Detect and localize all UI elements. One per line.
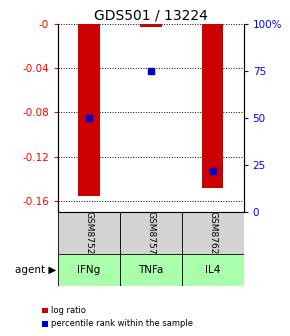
Bar — [202, 24, 224, 188]
Point — [87, 115, 91, 121]
Text: IL4: IL4 — [205, 265, 220, 275]
Bar — [58, 254, 120, 286]
Bar — [78, 24, 100, 196]
Bar — [58, 212, 120, 254]
Text: IFNg: IFNg — [77, 265, 101, 275]
Point — [148, 69, 153, 74]
Title: GDS501 / 13224: GDS501 / 13224 — [94, 8, 208, 23]
Bar — [140, 24, 162, 27]
Text: TNFa: TNFa — [138, 265, 164, 275]
Text: GSM8757: GSM8757 — [146, 211, 155, 255]
Bar — [120, 212, 182, 254]
Legend: log ratio, percentile rank within the sample: log ratio, percentile rank within the sa… — [39, 303, 197, 332]
Bar — [182, 254, 244, 286]
Bar — [182, 212, 244, 254]
Text: GSM8752: GSM8752 — [84, 211, 93, 255]
Bar — [120, 254, 182, 286]
Point — [210, 168, 215, 174]
Text: GSM8762: GSM8762 — [208, 211, 217, 255]
Text: agent ▶: agent ▶ — [15, 265, 57, 275]
